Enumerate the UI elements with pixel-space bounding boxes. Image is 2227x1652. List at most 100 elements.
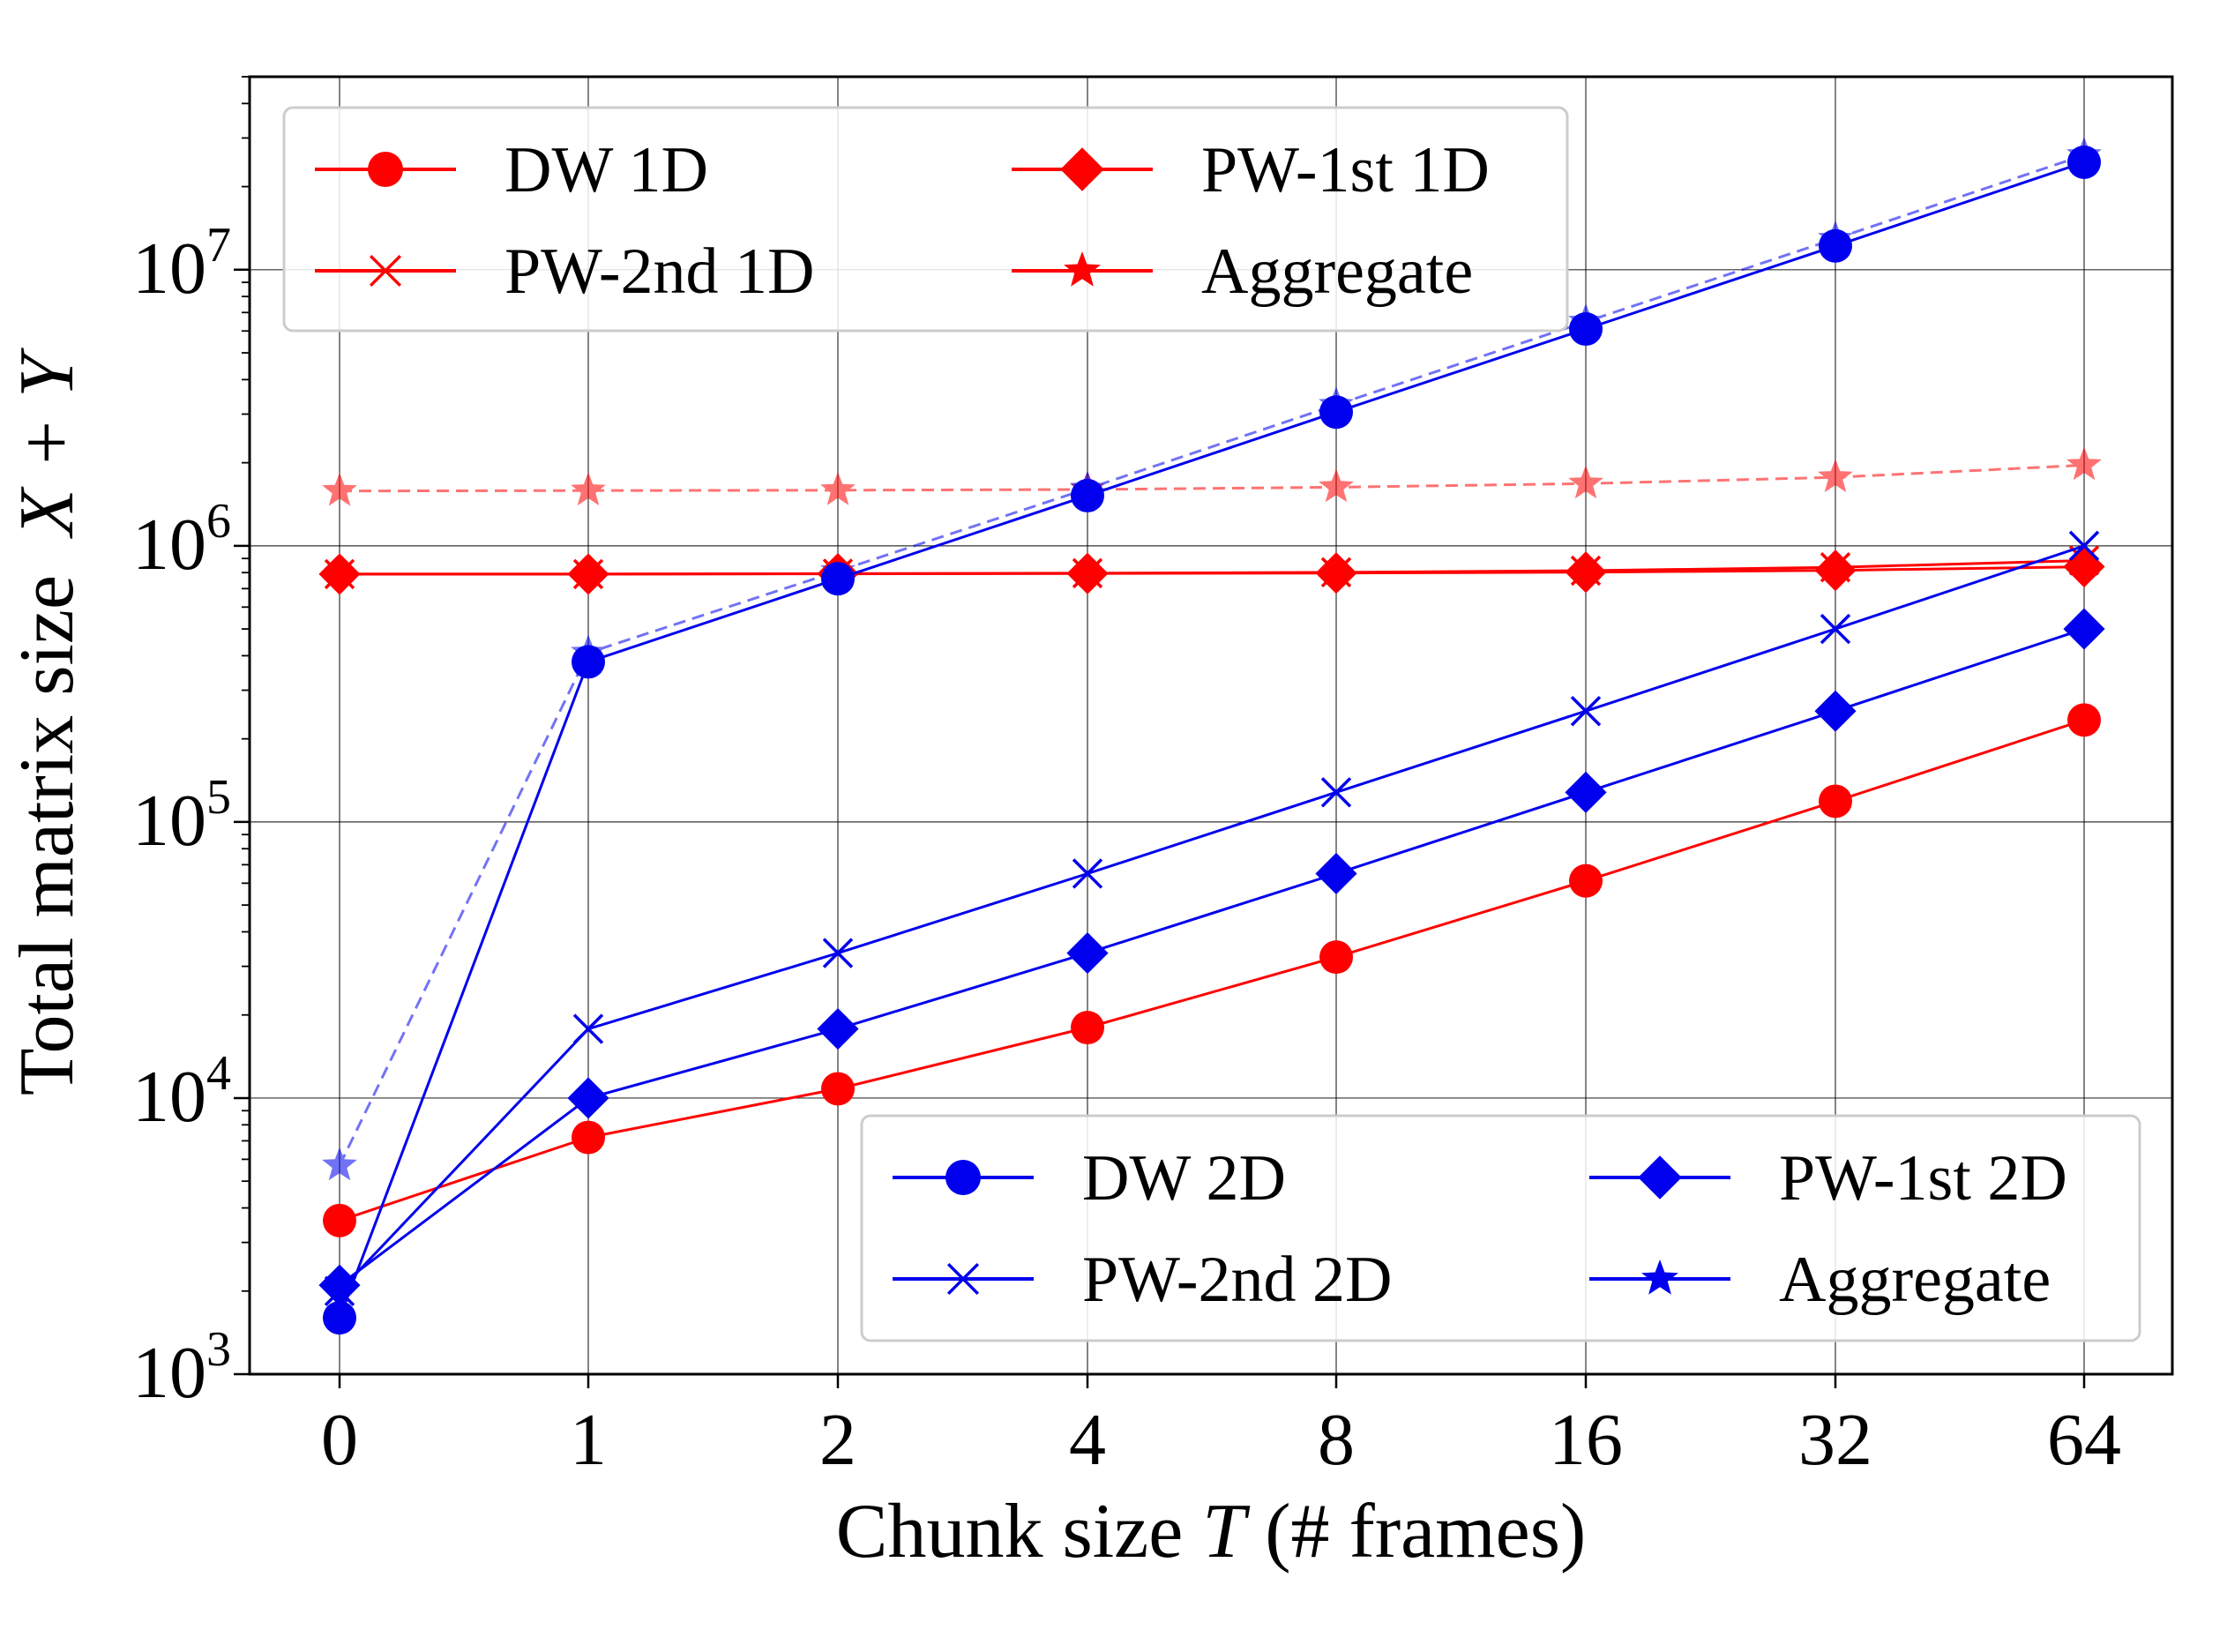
legend-label: DW 2D (1082, 1142, 1286, 1215)
point-dw-2d-2d-32 (1819, 228, 1852, 263)
point-pw-1st-2d-2d-64 (2063, 608, 2105, 650)
x-tick-label: 2 (819, 1399, 856, 1481)
x-tick-label: 64 (2047, 1399, 2121, 1481)
legend-label: PW-2nd 2D (1082, 1244, 1393, 1316)
legend-marker (1638, 1155, 1682, 1200)
legend-marker (1060, 147, 1104, 191)
point-dw-1d-1d-2 (821, 1072, 855, 1106)
point-dw-1d-1d-32 (1819, 784, 1852, 819)
point-dw-1d-1d-16 (1569, 863, 1603, 898)
legend-frame (282, 106, 1569, 333)
point-pw-2nd-1d-1d-64 (2068, 545, 2100, 576)
y-tick-exponent: 7 (206, 218, 231, 273)
y-tick-label: 105 (132, 770, 231, 862)
point-dw-2d-2d-16 (1569, 312, 1603, 347)
point-aggregate-1d-32 (1818, 459, 1853, 493)
point-pw-2nd-2d-2d-8 (1320, 777, 1352, 808)
series-dw-1d-1d (323, 703, 2101, 1237)
y-tick-base: 10 (132, 780, 206, 862)
y-tick-label: 107 (132, 218, 231, 310)
x-tick-label: 4 (1069, 1399, 1106, 1481)
point-aggregate-1d-16 (1568, 465, 1603, 499)
legend-item: PW-2nd 2D (893, 1244, 1393, 1316)
series-line-dw-1d-1d (339, 718, 2085, 1222)
y-tick-label: 103 (132, 1322, 231, 1414)
x-axis-label-suffix: (# frames) (1245, 1489, 1586, 1574)
y-tick-base: 10 (132, 228, 206, 310)
legend-marker (369, 254, 402, 288)
y-tick-base: 10 (132, 504, 206, 586)
y-tick-label: 104 (132, 1046, 231, 1138)
legend-frame (860, 1114, 2141, 1342)
series-pw-2nd-2d-2d (324, 530, 2100, 1306)
point-aggregate-1d-1 (571, 472, 606, 506)
legend-label: PW-1st 2D (1779, 1142, 2067, 1215)
series-dw-2d-2d (323, 145, 2101, 1335)
x-axis-label-var: T (1202, 1489, 1251, 1574)
legend-item: Aggregate (1012, 235, 1473, 308)
point-pw-1st-2d-2d-0 (318, 1264, 361, 1306)
point-aggregate-1d-0 (322, 472, 357, 506)
x-tick-label: 8 (1318, 1399, 1355, 1481)
series-pw-1st-2d-2d (318, 608, 2105, 1306)
series-line-dw-2d-2d (338, 161, 2085, 1319)
point-pw-2nd-1d-1d-16 (1570, 555, 1602, 587)
point-pw-2nd-2d-2d-0 (324, 1275, 355, 1306)
y-tick-exponent: 5 (206, 770, 231, 825)
legend-label: Aggregate (1201, 235, 1473, 308)
x-tick-label: 1 (570, 1399, 607, 1481)
x-axis-label-prefix: Chunk size (836, 1489, 1203, 1574)
point-aggregate-1d-2 (820, 471, 856, 505)
point-pw-2nd-1d-1d-8 (1320, 557, 1352, 588)
legend-item: DW 2D (893, 1142, 1286, 1215)
point-pw-2nd-2d-2d-64 (2068, 530, 2100, 562)
point-dw-1d-1d-0 (323, 1203, 356, 1237)
point-dw-1d-1d-8 (1319, 940, 1353, 975)
legend-marker (945, 1160, 981, 1195)
x-axis-label: Chunk size T (# frames) (836, 1489, 1587, 1574)
y-tick-base: 10 (132, 1332, 206, 1414)
point-aggregate-2d-0 (322, 1147, 357, 1181)
series-line-pw-1st-2d-2d (339, 627, 2085, 1287)
legend-item: DW 1D (315, 134, 708, 206)
point-pw-1st-2d-2d-8 (1315, 852, 1357, 895)
point-pw-2nd-2d-2d-1 (572, 1013, 604, 1044)
point-dw-2d-2d-8 (1319, 395, 1353, 430)
point-pw-1st-2d-2d-2 (817, 1007, 859, 1050)
y-axis-label-var: X + Y (4, 348, 90, 539)
legend-marker (368, 152, 403, 187)
point-dw-1d-1d-64 (2067, 703, 2101, 737)
legend-item: PW-1st 1D (1012, 134, 1490, 206)
point-dw-2d-2d-1 (572, 645, 605, 679)
series-line-pw-2nd-2d-2d (338, 544, 2085, 1292)
point-dw-2d-2d-0 (323, 1301, 356, 1335)
legend-item: PW-1st 2D (1589, 1142, 2067, 1215)
y-tick-base: 10 (132, 1056, 206, 1138)
point-pw-1st-2d-2d-32 (1814, 690, 1857, 732)
point-dw-2d-2d-4 (1071, 478, 1104, 512)
legend-marker (946, 1262, 980, 1296)
legend-item: PW-2nd 1D (315, 235, 815, 308)
point-pw-2nd-1d-1d-1 (572, 558, 604, 590)
point-dw-2d-2d-64 (2067, 145, 2101, 179)
series-line-aggregate-2d (338, 153, 2085, 1167)
point-pw-2nd-2d-2d-16 (1570, 696, 1602, 727)
point-pw-1st-2d-2d-4 (1066, 932, 1109, 975)
point-dw-1d-1d-1 (572, 1120, 605, 1155)
legend-label: PW-2nd 1D (504, 235, 815, 308)
point-aggregate-1d-64 (2066, 446, 2102, 481)
point-pw-1st-2d-2d-1 (567, 1077, 609, 1119)
legend-item: Aggregate (1589, 1244, 2051, 1316)
y-tick-exponent: 4 (206, 1046, 231, 1101)
y-tick-exponent: 6 (206, 494, 231, 549)
point-dw-1d-1d-4 (1071, 1011, 1104, 1045)
y-tick-label: 106 (132, 494, 231, 586)
point-pw-1st-2d-2d-16 (1565, 771, 1607, 813)
y-tick-exponent: 3 (206, 1322, 231, 1377)
legend-label: DW 1D (504, 134, 708, 206)
point-pw-2nd-2d-2d-2 (822, 938, 854, 968)
point-pw-2nd-1d-1d-4 (1072, 557, 1103, 589)
legend-1d: DW 1D PW-1st 1D PW-2nd 1D Aggregate (282, 106, 1569, 333)
